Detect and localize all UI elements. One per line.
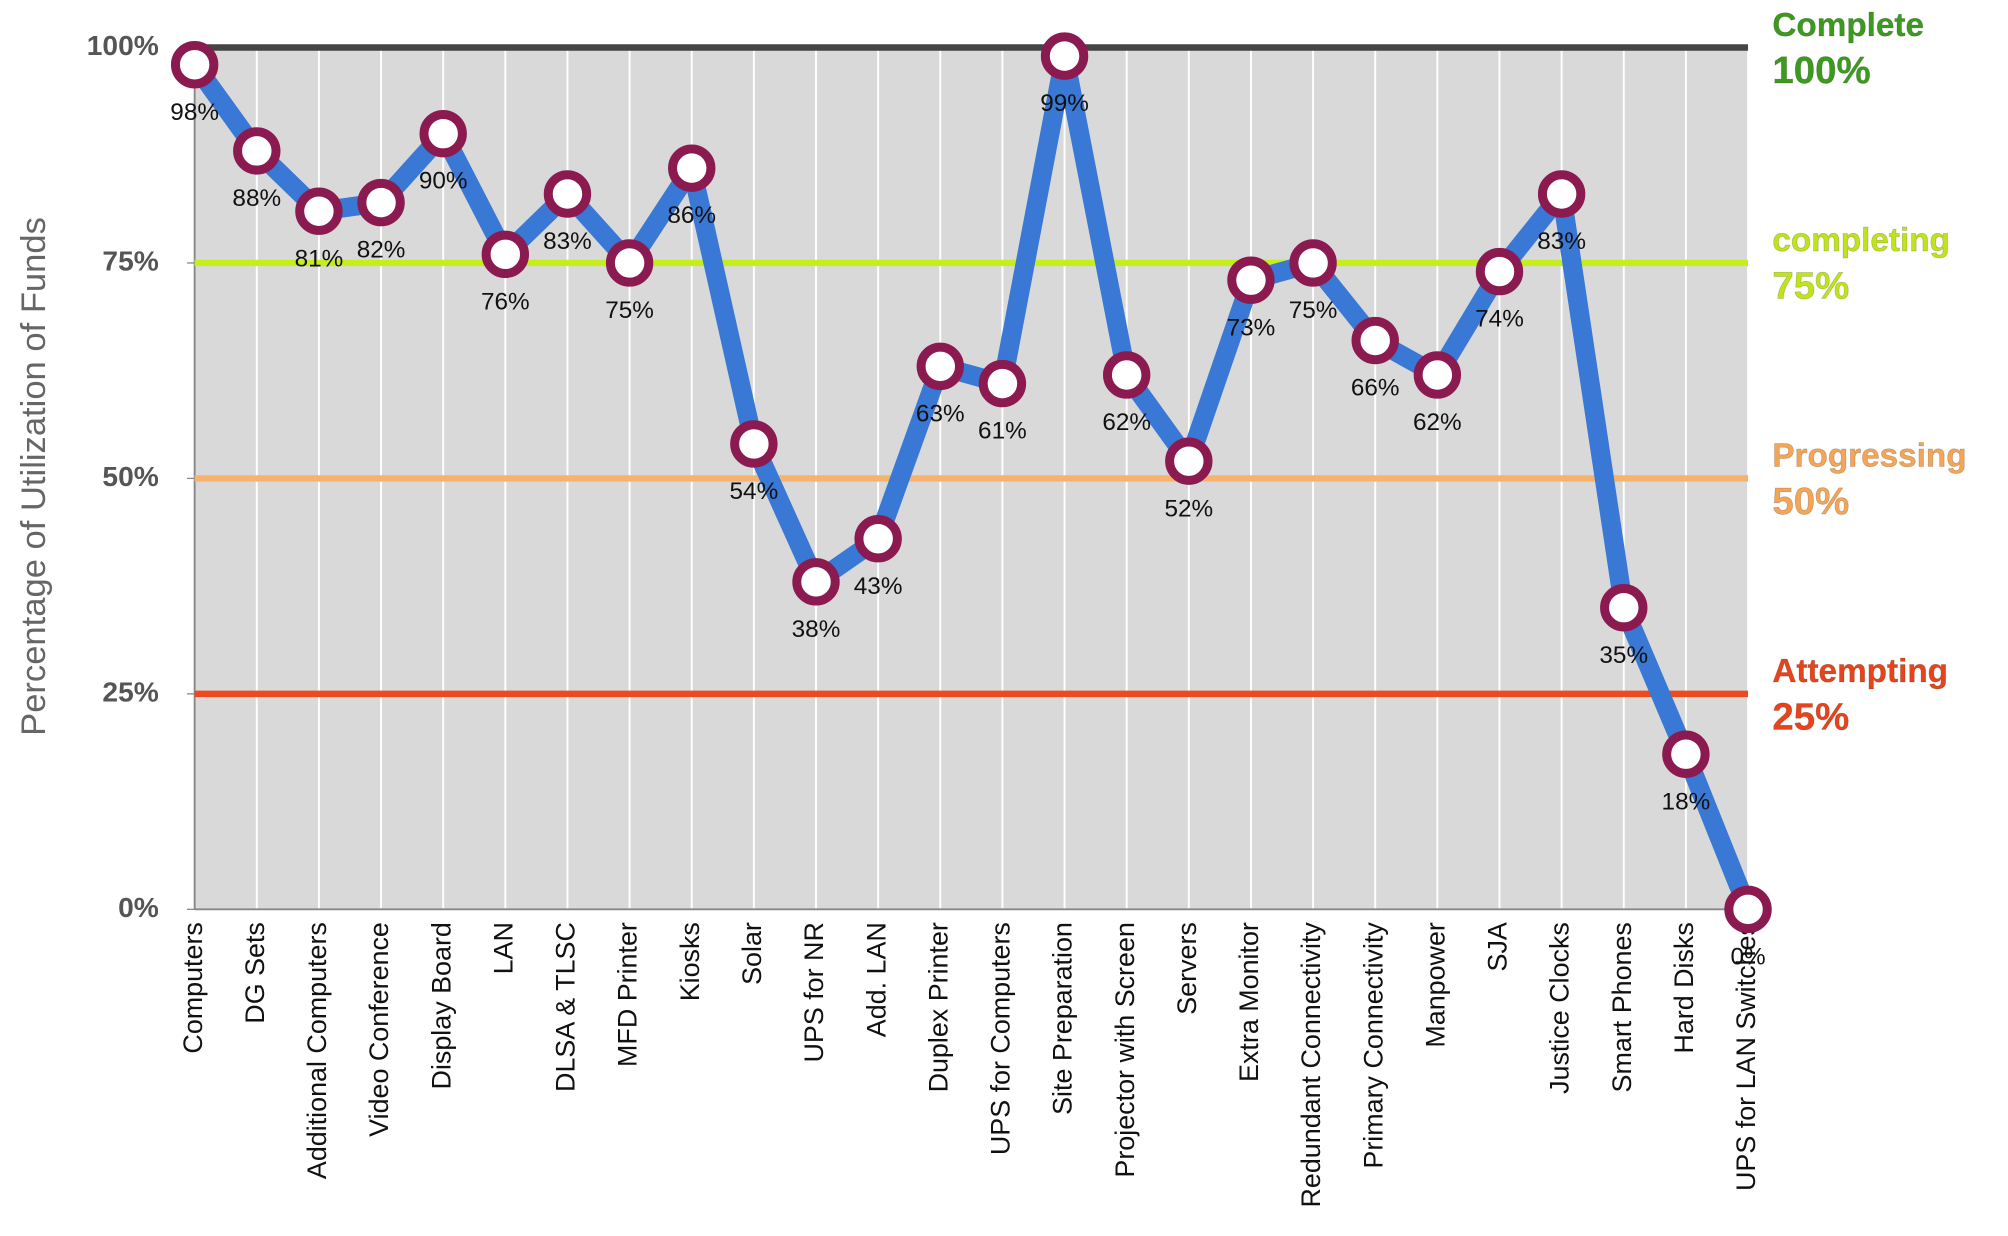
x-tick-label: Add. LAN (861, 922, 891, 1037)
x-tick-label: Hard Disks (1669, 922, 1699, 1053)
data-label: 90% (419, 168, 468, 195)
x-tick-label: Justice Clocks (1545, 922, 1575, 1094)
data-label: 88% (232, 185, 281, 212)
x-tick-label: LAN (488, 922, 518, 974)
data-label: 43% (854, 573, 903, 600)
data-point (481, 230, 530, 279)
data-label: 83% (543, 228, 592, 255)
data-label: 62% (1102, 409, 1151, 436)
data-point (1040, 32, 1089, 80)
data-point (978, 359, 1027, 408)
data-label: 66% (1351, 375, 1400, 402)
data-point (1413, 351, 1462, 399)
x-tick-label: UPS for LAN Switches (1731, 922, 1761, 1191)
x-tick-label: Computers (178, 922, 208, 1053)
threshold-name: Attempting (1772, 653, 1948, 690)
threshold-label: 75% (1772, 265, 1849, 308)
data-point (792, 558, 840, 606)
data-label: 18% (1662, 788, 1711, 815)
x-tick-label: UPS for NR (799, 922, 829, 1062)
data-point (1662, 730, 1710, 778)
data-label: 38% (792, 616, 841, 643)
data-point (916, 342, 964, 391)
x-tick-label: Projector with Screen (1110, 922, 1140, 1177)
data-point (233, 127, 281, 175)
data-label: 74% (1475, 306, 1524, 333)
data-point (1289, 239, 1337, 287)
data-label: 99% (1040, 90, 1089, 117)
data-point (605, 239, 654, 287)
data-label: 98% (170, 99, 219, 126)
data-label: 52% (1164, 495, 1213, 522)
threshold-name: completing (1772, 222, 1950, 259)
x-tick-label: Primary Connectivity (1358, 922, 1388, 1169)
data-point (419, 109, 467, 158)
data-point (170, 41, 219, 89)
y-tick-label: 75% (102, 244, 158, 276)
data-point (1724, 885, 1772, 934)
y-tick-label: 25% (102, 675, 158, 707)
data-label: 76% (481, 288, 530, 315)
x-tick-label: Smart Phones (1607, 922, 1637, 1092)
data-label: 83% (1537, 228, 1586, 255)
y-tick-label: 100% (87, 29, 159, 61)
x-tick-label: DG Sets (240, 922, 270, 1024)
data-label: 61% (978, 418, 1027, 445)
x-tick-label: Manpower (1420, 922, 1450, 1048)
data-point (543, 170, 592, 218)
y-axis-title: Percentage of Utilization of Funds (15, 217, 53, 736)
data-label: 35% (1599, 642, 1648, 669)
y-tick-label: 50% (102, 460, 158, 492)
data-label: 75% (1289, 297, 1338, 324)
threshold-label: 25% (1772, 696, 1849, 739)
data-point (1165, 437, 1213, 485)
data-point (1537, 170, 1586, 218)
data-label: 62% (1413, 409, 1462, 436)
data-label: 0% (1730, 943, 1765, 970)
x-tick-label: MFD Printer (613, 922, 643, 1067)
data-point (1102, 351, 1151, 399)
data-point (1475, 247, 1524, 296)
x-tick-label: Site Preparation (1048, 922, 1078, 1115)
data-point (1600, 583, 1648, 632)
threshold-label: 100% (1772, 49, 1870, 92)
data-label: 86% (667, 202, 716, 229)
x-tick-label: UPS for Computers (986, 922, 1016, 1155)
x-tick-label: Servers (1172, 922, 1202, 1015)
data-point (1227, 256, 1275, 304)
data-label: 63% (916, 400, 965, 427)
data-point (357, 178, 405, 227)
data-point (1351, 316, 1399, 365)
x-tick-label: Extra Monitor (1234, 922, 1264, 1082)
y-tick-label: 0% (118, 891, 159, 923)
data-label: 82% (357, 237, 406, 264)
data-label: 73% (1227, 314, 1276, 341)
data-label: 81% (295, 245, 344, 272)
data-label: 75% (605, 297, 654, 324)
x-tick-label: SJA (1483, 922, 1513, 971)
data-label: 54% (730, 478, 779, 505)
x-tick-label: Additional Computers (302, 922, 332, 1179)
data-point (668, 144, 716, 192)
x-tick-label: Display Board (426, 922, 456, 1089)
x-tick-label: Video Conference (364, 922, 394, 1137)
x-tick-label: Duplex Printer (923, 922, 953, 1092)
data-point (295, 187, 343, 235)
x-tick-label: DLSA & TLSC (551, 922, 581, 1092)
threshold-name: Progressing (1772, 438, 1966, 475)
threshold-name: Complete (1772, 7, 1924, 44)
threshold-label: 50% (1772, 480, 1849, 523)
x-tick-label: Kiosks (675, 922, 705, 1001)
data-point (854, 515, 902, 563)
data-point (730, 420, 778, 468)
x-tick-label: Solar (737, 922, 767, 985)
x-tick-label: Redundant Connectivity (1296, 922, 1326, 1208)
